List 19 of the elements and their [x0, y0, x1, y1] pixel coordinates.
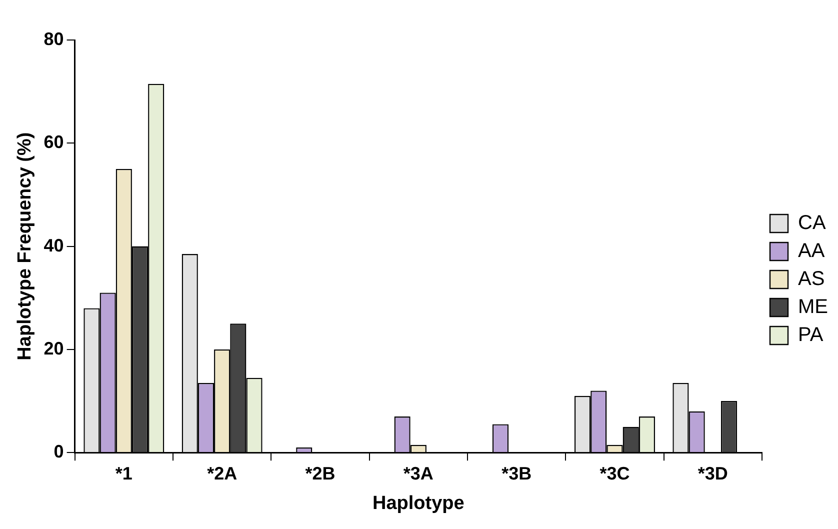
y-tick-label: 80 [44, 28, 64, 49]
x-tick-label: *2A [207, 463, 238, 484]
x-tick-label: *3D [698, 463, 728, 484]
y-tick-label: 40 [44, 235, 64, 256]
y-axis-title: Haplotype Frequency (%) [14, 132, 36, 360]
x-tick-label: *1 [115, 463, 132, 484]
legend-label: AS [798, 268, 825, 290]
x-tick-label: *2B [305, 463, 336, 484]
y-tick-label: 60 [44, 132, 64, 152]
legend-label: PA [798, 324, 824, 346]
x-axis-title: Haplotype [372, 492, 464, 514]
legend-label: CA [798, 212, 826, 234]
legend-label: AA [798, 240, 826, 262]
x-tick-label: *3A [403, 463, 434, 484]
y-tick-label: 20 [44, 338, 64, 358]
legend-label: ME [798, 296, 828, 318]
x-tick-label: *3C [600, 463, 630, 484]
x-tick-label: *3B [502, 463, 532, 484]
y-tick-label: 0 [54, 442, 64, 462]
